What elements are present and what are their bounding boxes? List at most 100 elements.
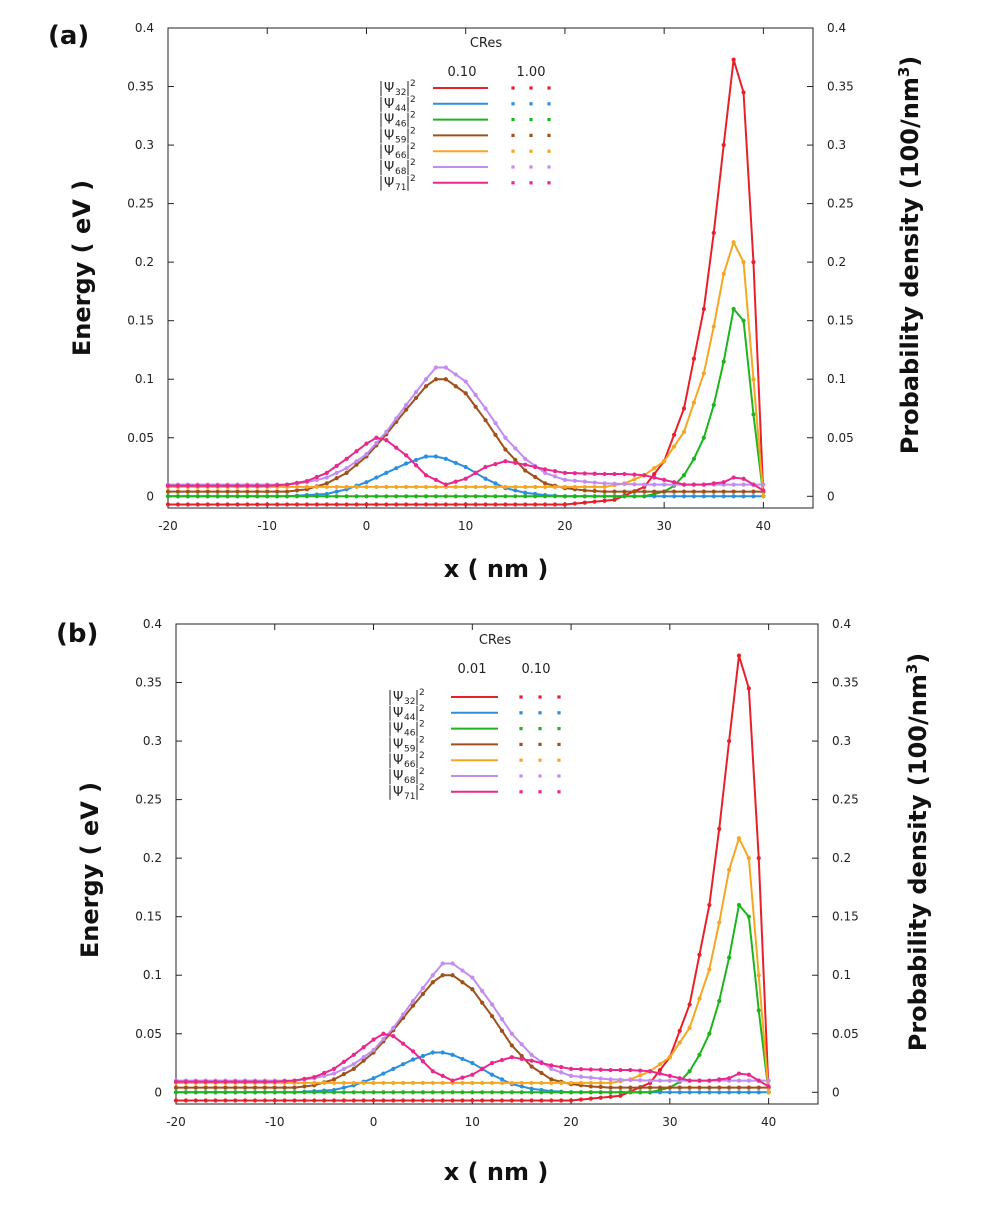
series-point-psi-32 (736, 653, 742, 658)
series-point-psi-66 (552, 484, 558, 490)
series-point-psi-59 (473, 404, 478, 409)
series-point-psi-68 (542, 470, 548, 475)
series-point-psi-32 (741, 90, 746, 95)
series-point-psi-46 (354, 494, 359, 499)
series-point-psi-32 (687, 1002, 692, 1007)
legend-psi-symbol: Ψ (393, 769, 403, 784)
series-point-psi-66 (433, 484, 439, 490)
series-point-psi-32 (374, 502, 379, 507)
series-point-psi-32 (717, 826, 722, 831)
series-point-psi-32 (404, 502, 409, 507)
series-point-psi-46 (523, 494, 528, 499)
series-point-psi-32 (727, 738, 732, 744)
series-point-psi-59 (687, 1085, 692, 1090)
series-point-psi-68 (384, 429, 389, 434)
series-point-psi-32 (255, 502, 260, 507)
series-point-psi-46 (542, 494, 548, 499)
series-point-psi-71 (453, 479, 458, 484)
series-point-psi-59 (215, 489, 220, 494)
series-point-psi-71 (420, 1059, 426, 1064)
series-point-psi-68 (322, 1073, 327, 1078)
series-point-psi-66 (756, 973, 761, 978)
y-axis-label-right-main: Probability density (100/nm (896, 77, 924, 454)
series-point-psi-66 (602, 484, 607, 490)
series-point-psi-68 (549, 1066, 554, 1071)
legend-psi-power: 2 (410, 174, 416, 184)
series-point-psi-66 (632, 477, 637, 482)
series-point-psi-46 (731, 306, 736, 312)
series-point-psi-59 (233, 1085, 238, 1090)
series-point-psi-66 (533, 484, 538, 490)
series-point-psi-59 (741, 489, 746, 494)
series-point-psi-44 (381, 1071, 386, 1076)
legend-psi-power: 2 (410, 111, 416, 121)
series-point-psi-46 (608, 1090, 613, 1095)
series-point-psi-46 (334, 494, 339, 499)
series-point-psi-66 (460, 1080, 465, 1086)
series-point-psi-68 (578, 1074, 584, 1079)
series-point-psi-66 (493, 484, 498, 490)
series-point-psi-71 (334, 463, 339, 468)
y-tick-label-right: 0.35 (832, 676, 859, 690)
legend-dot-sample (529, 165, 533, 169)
y-axis-label-right-main: Probability density (100/nm (904, 674, 932, 1051)
legend-psi-symbol: Ψ (384, 128, 394, 143)
series-point-psi-68 (489, 1002, 495, 1007)
series-point-psi-46 (413, 494, 419, 499)
legend-dot-sample (519, 695, 523, 699)
series-point-psi-59 (324, 481, 329, 486)
series-point-psi-68 (453, 372, 458, 377)
series-point-psi-68 (667, 1078, 672, 1083)
series-point-psi-46 (371, 1090, 376, 1095)
series-point-psi-46 (711, 402, 716, 408)
x-tick-label: 10 (458, 519, 473, 533)
chart-panel-b: (b) -20 -10 0 10 20 30 40 0 0 0.05 0.05 0.1 0.1 0.15 0.… (56, 617, 932, 1186)
series-point-psi-68 (470, 975, 475, 980)
plot-frame (175, 623, 819, 1105)
series-point-psi-46 (243, 1090, 248, 1095)
series-point-psi-32 (582, 500, 587, 505)
series-point-psi-59 (430, 980, 435, 985)
series-point-psi-66 (371, 1080, 376, 1086)
series-point-psi-46 (344, 494, 349, 499)
series-point-psi-71 (638, 1068, 643, 1073)
legend-dot-sample (547, 86, 551, 90)
y-tick-label-right: 0.3 (832, 734, 851, 748)
series-point-psi-71 (314, 474, 319, 480)
series-point-psi-71 (578, 1067, 584, 1072)
series-point-psi-46 (691, 456, 697, 461)
series-point-psi-71 (721, 480, 726, 485)
series-point-psi-59 (440, 973, 445, 978)
series-point-psi-59 (183, 1085, 188, 1090)
y-tick-label-left: 0 (146, 489, 154, 503)
series-point-psi-71 (622, 471, 627, 477)
series-point-psi-68 (463, 379, 468, 384)
series-point-psi-71 (364, 441, 369, 446)
series-point-psi-46 (473, 494, 478, 499)
series-point-psi-66 (420, 1080, 426, 1086)
series-point-psi-66 (562, 484, 568, 490)
series-point-psi-59 (344, 470, 349, 475)
series-point-psi-71 (539, 1060, 544, 1066)
series-point-psi-66 (652, 466, 657, 471)
series-point-psi-59 (282, 1085, 287, 1090)
series-point-psi-46 (701, 435, 706, 440)
series-point-psi-68 (529, 1052, 534, 1057)
series-point-psi-59 (721, 489, 726, 494)
series-point-psi-59 (275, 489, 280, 494)
legend-psi-power: 2 (410, 126, 416, 136)
legend-dot-sample (529, 86, 533, 90)
y-tick-label-left: 0.15 (127, 314, 154, 328)
series-point-psi-32 (578, 1097, 584, 1102)
series-point-psi-59 (598, 1084, 603, 1090)
legend-psi-subscript: 71 (395, 183, 406, 193)
series-point-psi-66 (592, 484, 597, 490)
series-point-psi-59 (717, 1085, 722, 1090)
series-point-psi-44 (374, 475, 379, 480)
series-point-psi-32 (223, 1098, 228, 1103)
series-point-psi-59 (223, 1085, 228, 1090)
series-point-psi-71 (681, 482, 687, 487)
legend-psi-subscript: 32 (395, 88, 406, 98)
series-point-psi-68 (391, 1025, 396, 1030)
legend-psi-power: 2 (419, 735, 425, 745)
